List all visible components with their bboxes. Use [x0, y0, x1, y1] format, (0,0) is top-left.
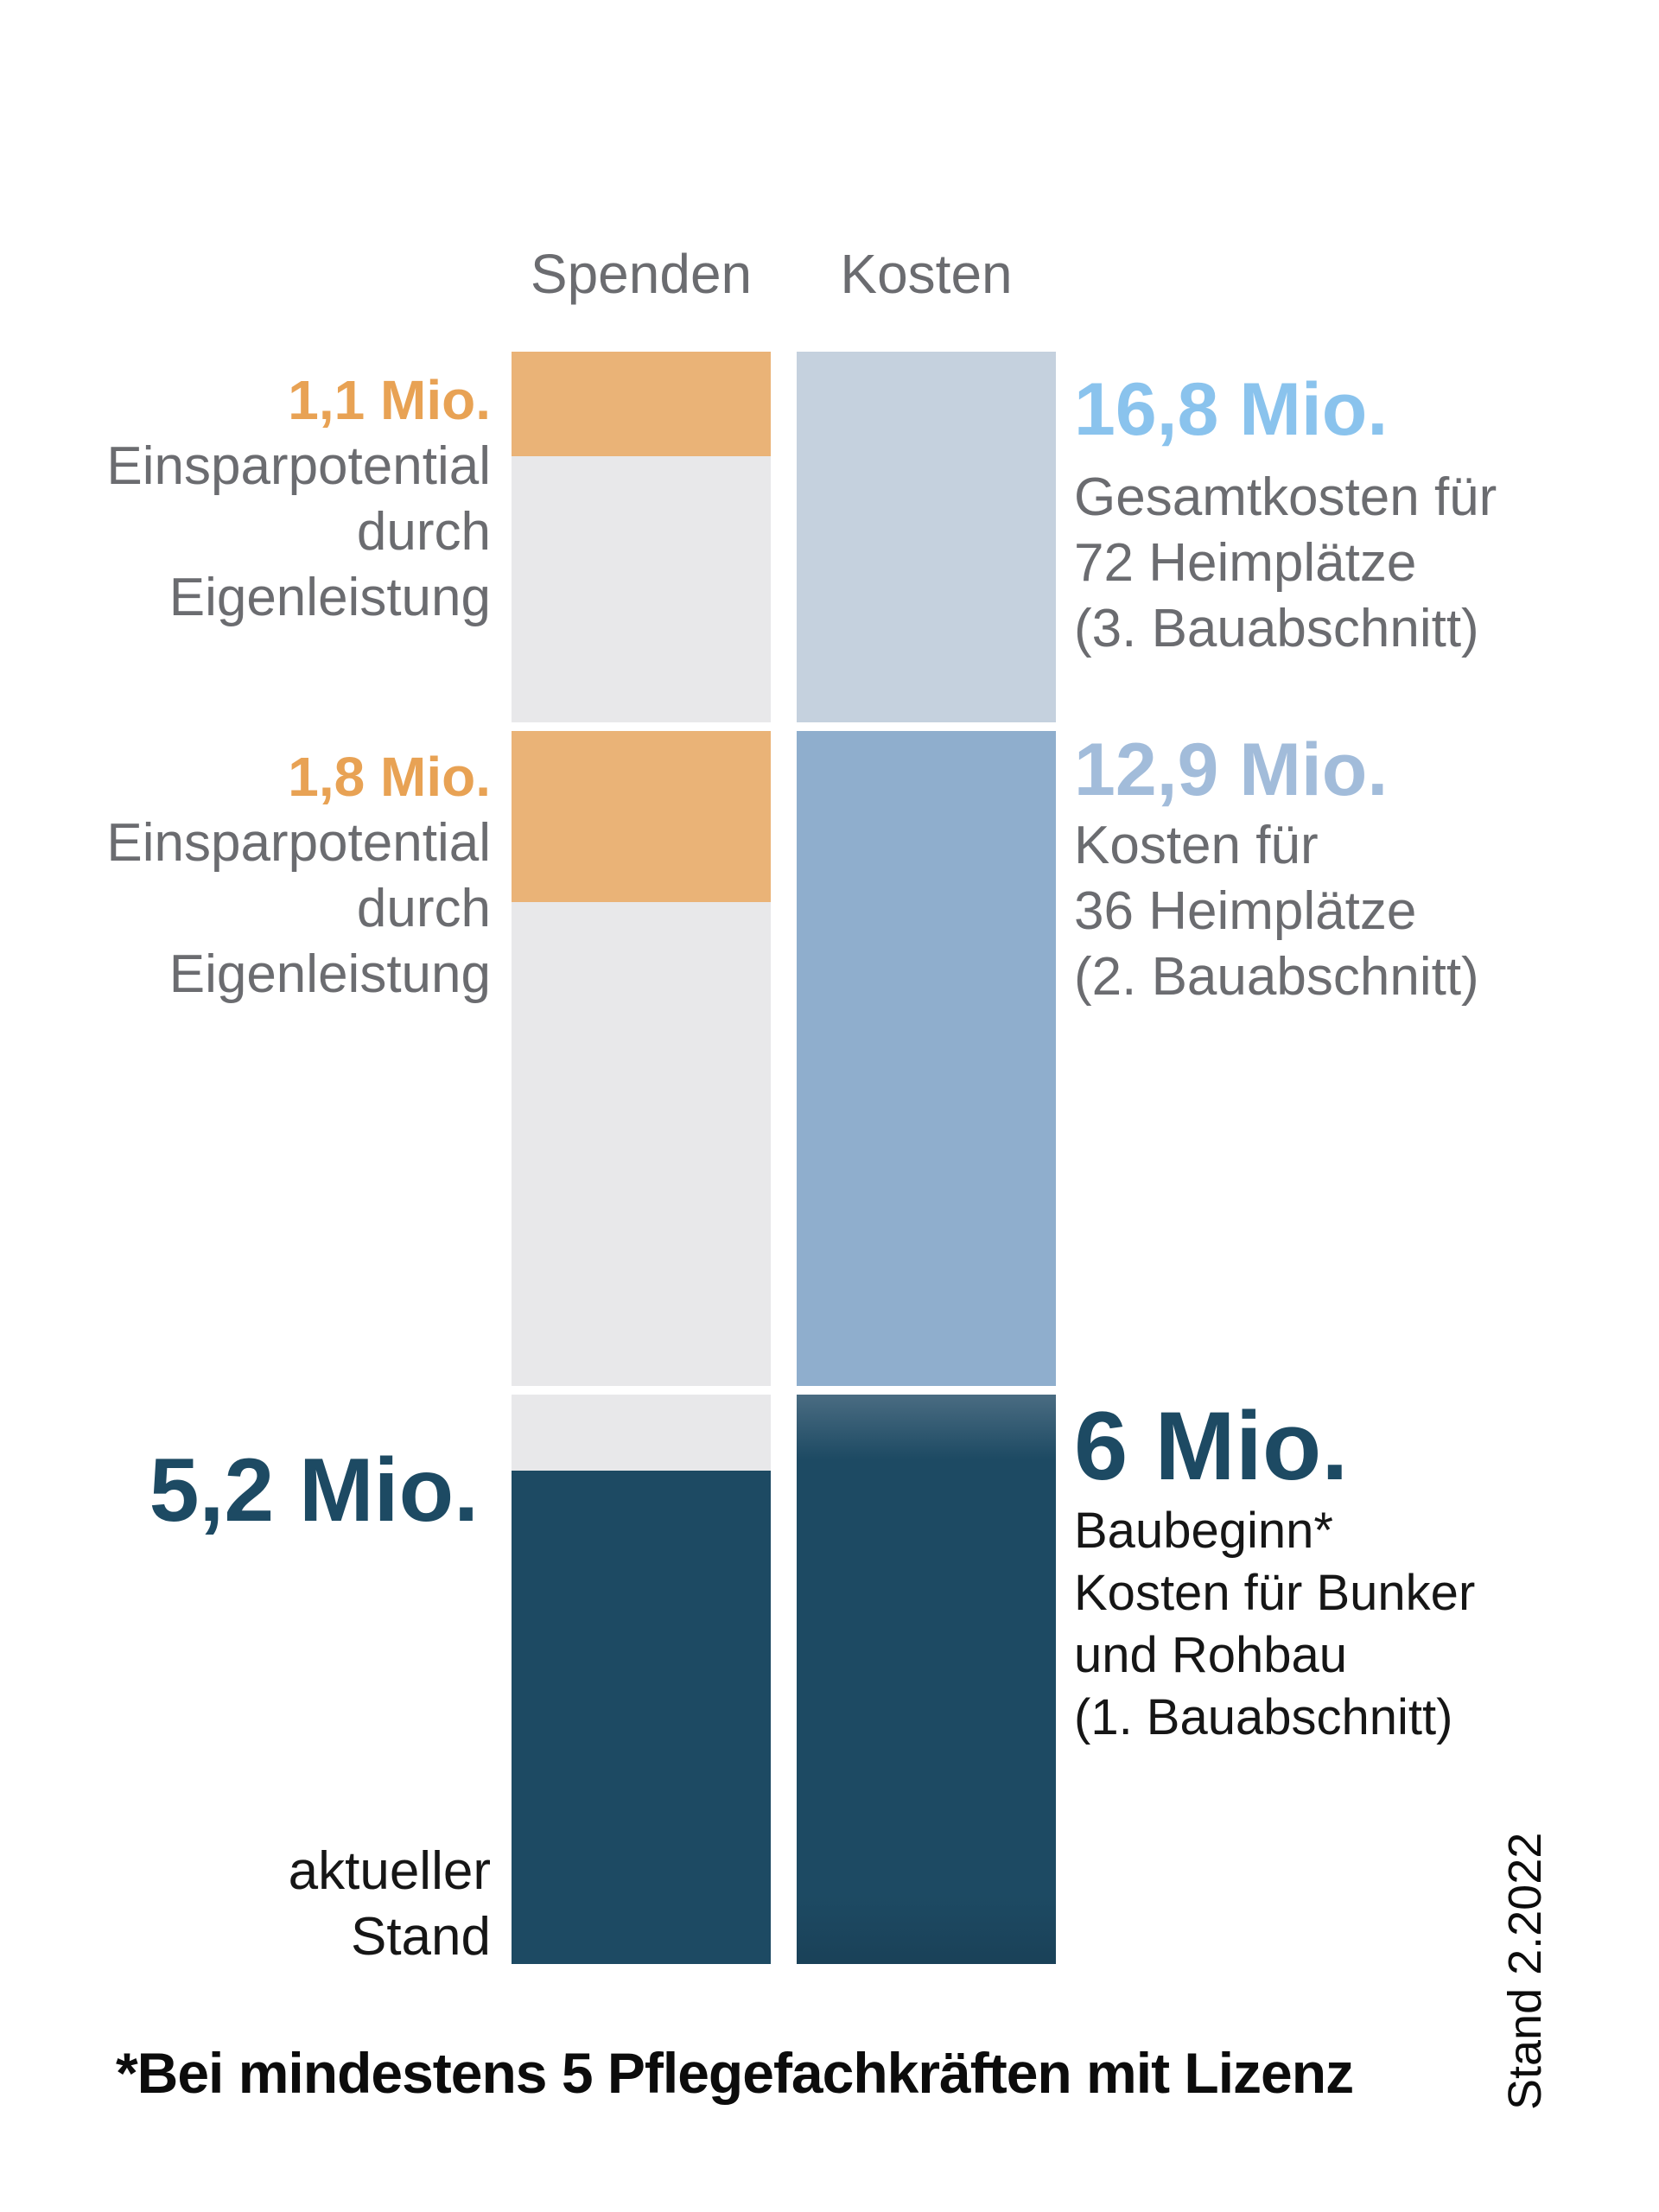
segment-spenden-aktueller-stand — [512, 1471, 771, 1964]
annotation-line: (3. Bauabschnitt) — [1074, 599, 1479, 658]
annotation-line: Kosten für — [1074, 816, 1319, 875]
annotation-kosten-bauabschnitt-2: 12,9 Mio. Kosten für 36 Heimplätze (2. B… — [1074, 727, 1479, 1010]
annotation-line: Eigenleistung — [168, 944, 491, 1004]
annotation-line: aktueller — [288, 1841, 491, 1901]
annotation-line: durch — [356, 502, 491, 562]
annotation-spenden-aktueller-stand-value: 5,2 Mio. — [149, 1438, 479, 1543]
annotation-line: Eigenleistung — [168, 568, 491, 627]
segment-gap — [512, 1386, 771, 1395]
annotation-line: Kosten für Bunker — [1074, 1565, 1476, 1621]
segment-spenden-einsparpotential-1 — [512, 352, 771, 456]
column-header-spenden: Spenden — [530, 243, 753, 305]
segment-kosten-bauabschnitt-3 — [797, 352, 1056, 722]
annotation-spenden-aktueller-stand-label: aktueller Stand — [289, 1839, 491, 1970]
bar-kosten — [797, 352, 1056, 1964]
segment-kosten-bauabschnitt-2 — [797, 731, 1056, 1386]
footnote: *Bei mindestens 5 Pflegefachkräften mit … — [116, 2041, 1354, 2105]
annotation-line: Stand — [350, 1907, 491, 1967]
segment-spenden-offener-bedarf-1 — [512, 456, 771, 722]
annotation-kosten-bauabschnitt-3: 16,8 Mio. Gesamtkosten für 72 Heimplätze… — [1074, 366, 1497, 662]
annotation-spenden-einsparpotential-1: 1,1 Mio. Einsparpotential durch Eigenlei… — [106, 366, 491, 631]
annotation-line: (1. Bauabschnitt) — [1074, 1689, 1453, 1745]
segment-gap — [512, 722, 771, 731]
annotation-line: 36 Heimplätze — [1074, 881, 1417, 941]
value-1-1-mio: 1,1 Mio. — [288, 369, 491, 431]
value-1-8-mio: 1,8 Mio. — [288, 746, 491, 808]
date-stamp: Stand 2.2022 — [1499, 1832, 1551, 2110]
column-header-kosten: Kosten — [840, 243, 1013, 305]
segment-gap — [797, 722, 1056, 731]
value-5-2-mio: 5,2 Mio. — [149, 1440, 479, 1541]
segment-spenden-offener-bedarf-3 — [512, 1395, 771, 1471]
segment-spenden-einsparpotential-2 — [512, 731, 771, 902]
annotation-spenden-einsparpotential-2: 1,8 Mio. Einsparpotential durch Eigenlei… — [106, 743, 491, 1007]
bar-spenden — [512, 352, 771, 1964]
segment-gap — [797, 1386, 1056, 1395]
segment-spenden-offener-bedarf-2 — [512, 902, 771, 1386]
annotation-line: und Rohbau — [1074, 1627, 1348, 1683]
annotation-line: 72 Heimplätze — [1074, 533, 1417, 593]
annotation-kosten-bauabschnitt-1: 6 Mio. Baubeginn* Kosten für Bunker und … — [1074, 1393, 1475, 1749]
annotation-line: Einsparpotential — [106, 436, 491, 496]
value-12-9-mio: 12,9 Mio. — [1074, 728, 1389, 811]
annotation-line: Baubeginn* — [1074, 1503, 1333, 1559]
value-6-mio: 6 Mio. — [1074, 1392, 1349, 1500]
annotation-line: durch — [356, 879, 491, 938]
annotation-line: Gesamtkosten für — [1074, 467, 1497, 527]
annotation-line: (2. Bauabschnitt) — [1074, 947, 1479, 1007]
value-16-8-mio: 16,8 Mio. — [1074, 368, 1389, 451]
segment-kosten-bauabschnitt-1 — [797, 1395, 1056, 1964]
annotation-line: Einsparpotential — [106, 813, 491, 873]
